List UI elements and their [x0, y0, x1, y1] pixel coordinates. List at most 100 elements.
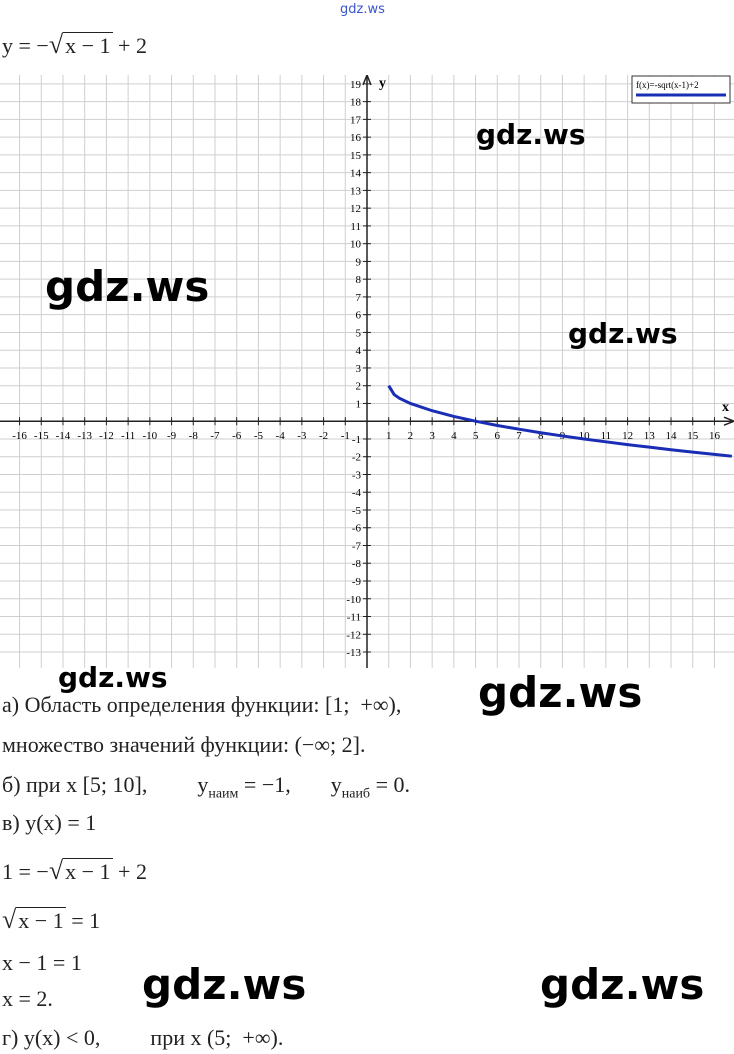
- x-tick-label: 2: [408, 430, 414, 442]
- watermark: gdz.ws: [45, 262, 210, 311]
- legend-label: f(x)=-sqrt(x-1)+2: [636, 80, 699, 90]
- formula-lhs: y = −: [2, 33, 49, 58]
- x-tick-label: 12: [622, 430, 633, 442]
- formula-rhs: = 1: [71, 908, 101, 933]
- y-tick-label: 17: [350, 114, 362, 126]
- data-line: [387, 384, 732, 458]
- x-tick-label: -15: [34, 430, 49, 442]
- y-tick-label: -7: [352, 540, 362, 552]
- watermark: gdz.ws: [58, 661, 168, 694]
- watermark: gdz.ws: [568, 317, 678, 350]
- text-line: множество значений функции: (−∞; 2].: [2, 732, 366, 757]
- watermark: gdz.ws: [476, 118, 586, 151]
- x-tick-label: -10: [143, 430, 158, 442]
- y-tick-label: -13: [346, 647, 361, 659]
- x-tick-label: -3: [297, 430, 307, 442]
- formula-radicand: x − 1: [63, 858, 113, 884]
- y-tick-label: 13: [350, 185, 362, 197]
- x-tick-label: -7: [210, 430, 220, 442]
- y-tick-label: 11: [350, 221, 361, 233]
- y-tick-label: 16: [350, 132, 362, 144]
- text-line: б) при x [5; 10], yнаим = −1, yнаиб = 0.: [2, 772, 410, 802]
- watermark: gdz.ws: [142, 960, 307, 1009]
- x-tick-label: 1: [386, 430, 392, 442]
- x-tick-label: 4: [451, 430, 457, 442]
- y-tick-label: 12: [350, 203, 361, 215]
- axis-arrow: [362, 75, 372, 86]
- legend-box: [631, 75, 731, 104]
- y-tick-label: 8: [356, 274, 362, 286]
- y-tick-label: 4: [356, 345, 362, 357]
- y-tick-label: 7: [356, 292, 362, 304]
- x-tick-label: 11: [601, 430, 612, 442]
- x-tick-label: 6: [495, 430, 501, 442]
- text: = −1,: [243, 772, 291, 797]
- y-axis-label: y: [379, 76, 386, 91]
- x-tick-label: 7: [516, 430, 522, 442]
- text-line: 1 = −√x − 1 + 2: [2, 856, 147, 885]
- x-tick-label: -4: [276, 430, 286, 442]
- x-tick-label: -1: [341, 430, 350, 442]
- text-line: а) Область определения функции: [1; +∞),: [2, 692, 402, 717]
- text-line: x = 2.: [2, 986, 53, 1011]
- y-tick-label: 14: [350, 168, 362, 180]
- text-line: в) y(x) = 1: [2, 810, 97, 835]
- x-tick-label: -9: [167, 430, 177, 442]
- x-tick-label: 5: [473, 430, 479, 442]
- watermark: gdz.ws: [478, 668, 643, 717]
- x-tick-label: 14: [666, 430, 678, 442]
- y-tick-label: 19: [350, 79, 362, 91]
- y-tick-label: 2: [356, 381, 362, 393]
- watermark: gdz.ws: [340, 2, 385, 17]
- text: = 0.: [375, 772, 410, 797]
- text-line: г) y(x) < 0, при x (5; +∞).: [2, 1025, 283, 1051]
- y-tick-label: -11: [347, 612, 361, 624]
- formula-rhs: + 2: [118, 33, 147, 58]
- y-tick-label: 15: [350, 150, 362, 162]
- formula: y = −√x − 1 + 2: [2, 30, 147, 59]
- formula-radicand: x − 1: [16, 907, 66, 933]
- y-tick-label: -5: [352, 505, 362, 517]
- y-tick-label: -2: [352, 452, 361, 464]
- x-tick-label: 15: [687, 430, 699, 442]
- x-tick-label: -2: [319, 430, 328, 442]
- y-tick-label: -1: [352, 434, 361, 446]
- y-tick-label: -6: [352, 523, 362, 535]
- text: б) при x [5; 10],: [2, 772, 148, 797]
- y-tick-label: -8: [352, 558, 362, 570]
- x-tick-label: 8: [538, 430, 544, 442]
- x-axis-label: x: [722, 400, 729, 415]
- x-tick-label: 3: [429, 430, 435, 442]
- y-tick-label: 6: [356, 310, 362, 322]
- x-tick-label: -11: [121, 430, 135, 442]
- y-tick-label: -12: [346, 629, 361, 641]
- y-tick-label: -3: [352, 469, 362, 481]
- y-tick-label: -4: [352, 487, 362, 499]
- y-tick-label: 10: [350, 239, 362, 251]
- y-tick-label: 9: [356, 256, 362, 268]
- formula-lhs: 1 = −: [2, 859, 49, 884]
- y-tick-label: -10: [346, 594, 361, 606]
- x-tick-label: -14: [56, 430, 71, 442]
- y-tick-label: 5: [356, 327, 362, 339]
- text: г) y(x) < 0,: [2, 1025, 101, 1050]
- symbol: y: [197, 772, 209, 797]
- axis-arrow: [723, 416, 734, 426]
- x-tick-label: -8: [189, 430, 199, 442]
- x-tick-label: -16: [12, 430, 27, 442]
- y-tick-label: 3: [356, 363, 362, 375]
- formula-rhs: + 2: [118, 859, 147, 884]
- x-tick-label: -13: [77, 430, 92, 442]
- subscript: наим: [208, 786, 239, 802]
- y-tick-label: 1: [356, 398, 362, 410]
- y-tick-label: -9: [352, 576, 362, 588]
- x-tick-label: 16: [709, 430, 721, 442]
- text-line: x − 1 = 1: [2, 950, 82, 975]
- y-tick-label: 18: [350, 97, 362, 109]
- x-tick-label: -6: [232, 430, 242, 442]
- symbol: y: [330, 772, 342, 797]
- formula-radicand: x − 1: [63, 32, 113, 58]
- subscript: наиб: [341, 786, 371, 802]
- text-line: √x − 1 = 1: [2, 905, 101, 934]
